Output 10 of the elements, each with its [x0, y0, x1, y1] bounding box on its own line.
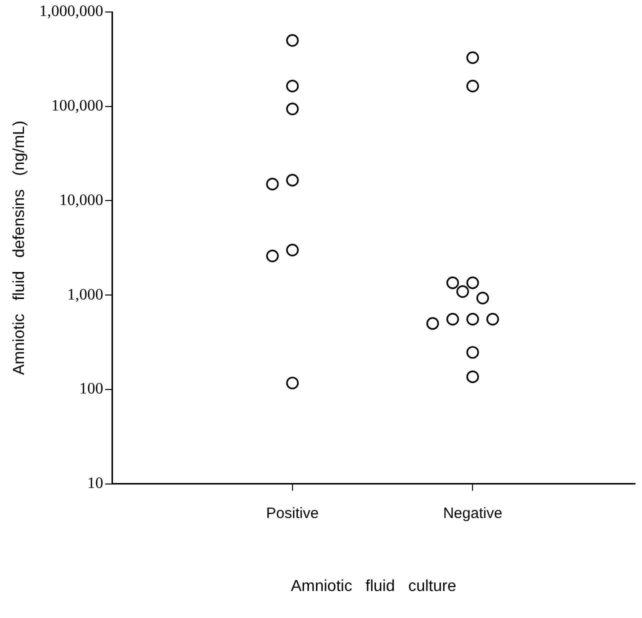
y-tick-label: 1,000,000	[39, 3, 104, 20]
y-tick-label: 10	[87, 475, 104, 492]
y-tick-label: 10,000	[59, 192, 104, 209]
y-axis-title: Amniotic fluid defensins (ng/mL)	[11, 120, 28, 376]
x-tick-label: Positive	[266, 504, 319, 522]
y-tick-label: 1,000	[67, 286, 104, 304]
y-tick-label: 100	[79, 380, 104, 398]
y-tick-label: 100,000	[51, 98, 104, 115]
x-tick-label: Negative	[443, 504, 502, 522]
x-axis-title: Amniotic fluid culture	[290, 578, 456, 595]
